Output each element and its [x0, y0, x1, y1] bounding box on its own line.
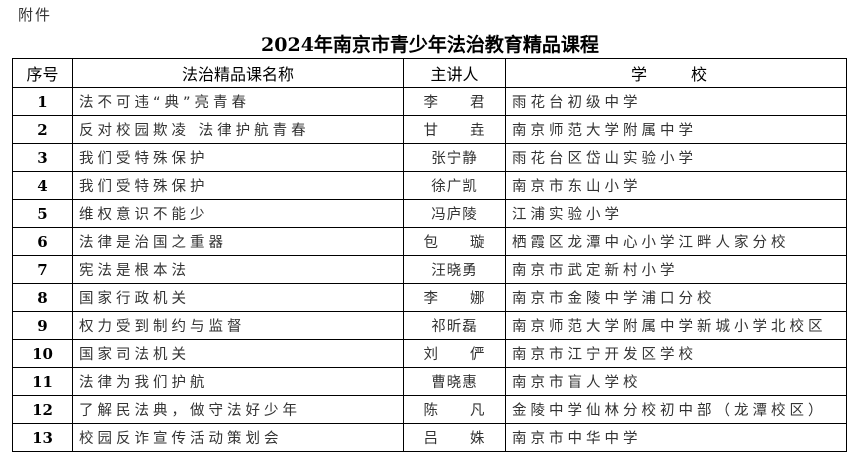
- school-name: 南京师范大学附属中学: [505, 115, 847, 144]
- lecturer-name: 祁昕磊: [403, 311, 506, 340]
- row-number: 4: [12, 171, 73, 200]
- table-row: 13 校园反诈宣传活动策划会吕 姝南京市中华中学: [12, 423, 847, 452]
- school-name: 栖霞区龙潭中心小学江畔人家分校: [505, 227, 847, 256]
- lecturer-name: 冯庐陵: [403, 199, 506, 228]
- course-name: 了解民法典，做守法好少年: [72, 395, 404, 424]
- lecturer-name: 甘 垚: [403, 115, 506, 144]
- table-row: 10 国家司法机关刘 俨南京市江宁开发区学校: [12, 339, 847, 368]
- row-number: 12: [12, 395, 73, 424]
- row-number: 2: [12, 115, 73, 144]
- lecturer-name: 李 娜: [403, 283, 506, 312]
- lecturer-name: 徐广凯: [403, 171, 506, 200]
- table-row: 9 权力受到制约与监督 祁昕磊 南京师范大学附属中学新城小学北校区: [12, 311, 847, 340]
- course-table: 序号 法治精品课名称 主讲人 学 校 1 法不可违“典”亮青春李 君雨花台初级中学…: [12, 58, 847, 452]
- school-name: 南京市中华中学: [505, 423, 847, 452]
- row-number: 11: [12, 367, 73, 396]
- table-row: 11 法律为我们护航 曹晓惠 南京市盲人学校: [12, 367, 847, 396]
- table-row: 7 宪法是根本法 汪晓勇 南京市武定新村小学: [12, 255, 847, 284]
- school-name: 南京师范大学附属中学新城小学北校区: [505, 311, 847, 340]
- course-name: 法不可违“典”亮青春: [72, 87, 404, 116]
- lecturer-name: 刘 俨: [403, 339, 506, 368]
- row-number: 13: [12, 423, 73, 452]
- course-name: 校园反诈宣传活动策划会: [72, 423, 404, 452]
- table-row: 6 法律是治国之重器包 璇栖霞区龙潭中心小学江畔人家分校: [12, 227, 847, 256]
- course-name: 我们受特殊保护: [72, 143, 404, 172]
- school-name: 江浦实验小学: [505, 199, 847, 228]
- lecturer-name: 汪晓勇: [403, 255, 506, 284]
- table-row: 2 反对校园欺凌 法律护航青春甘 垚南京师范大学附属中学: [12, 115, 847, 144]
- course-name: 权力受到制约与监督: [72, 311, 404, 340]
- table-row: 12 了解民法典，做守法好少年陈 凡金陵中学仙林分校初中部（龙潭校区）: [12, 395, 847, 424]
- lecturer-name: 包 璇: [403, 227, 506, 256]
- row-number: 7: [12, 255, 73, 284]
- attachment-label: 附件: [18, 6, 53, 24]
- school-name: 南京市江宁开发区学校: [505, 339, 847, 368]
- course-name: 法律是治国之重器: [72, 227, 404, 256]
- row-number: 5: [12, 199, 73, 228]
- row-number: 6: [12, 227, 73, 256]
- row-number: 3: [12, 143, 73, 172]
- header-school: 学 校: [505, 58, 847, 88]
- course-name: 维权意识不能少: [72, 199, 404, 228]
- school-name: 南京市东山小学: [505, 171, 847, 200]
- header-lecturer: 主讲人: [403, 58, 506, 88]
- table-header-row: 序号 法治精品课名称 主讲人 学 校: [12, 58, 847, 88]
- row-number: 9: [12, 311, 73, 340]
- lecturer-name: 张宁静: [403, 143, 506, 172]
- course-name: 我们受特殊保护: [72, 171, 404, 200]
- school-name: 南京市武定新村小学: [505, 255, 847, 284]
- course-name: 反对校园欺凌 法律护航青春: [72, 115, 404, 144]
- table-row: 1 法不可违“典”亮青春李 君雨花台初级中学: [12, 87, 847, 116]
- row-number: 1: [12, 87, 73, 116]
- course-name: 国家司法机关: [72, 339, 404, 368]
- table-row: 3 我们受特殊保护 张宁静 雨花台区岱山实验小学: [12, 143, 847, 172]
- school-name: 雨花台区岱山实验小学: [505, 143, 847, 172]
- document-title: 2024年南京市青少年法治教育精品课程: [261, 34, 599, 56]
- school-name: 南京市盲人学校: [505, 367, 847, 396]
- table-row: 5 维权意识不能少 冯庐陵 江浦实验小学: [12, 199, 847, 228]
- table-row: 4 我们受特殊保护 徐广凯 南京市东山小学: [12, 171, 847, 200]
- school-name: 金陵中学仙林分校初中部（龙潭校区）: [505, 395, 847, 424]
- course-name: 宪法是根本法: [72, 255, 404, 284]
- lecturer-name: 吕 姝: [403, 423, 506, 452]
- header-no: 序号: [12, 58, 73, 88]
- school-name: 南京市金陵中学浦口分校: [505, 283, 847, 312]
- lecturer-name: 曹晓惠: [403, 367, 506, 396]
- lecturer-name: 陈 凡: [403, 395, 506, 424]
- school-name: 雨花台初级中学: [505, 87, 847, 116]
- course-name: 法律为我们护航: [72, 367, 404, 396]
- lecturer-name: 李 君: [403, 87, 506, 116]
- course-name: 国家行政机关: [72, 283, 404, 312]
- table-row: 8 国家行政机关李 娜南京市金陵中学浦口分校: [12, 283, 847, 312]
- header-course: 法治精品课名称: [72, 58, 404, 88]
- row-number: 10: [12, 339, 73, 368]
- row-number: 8: [12, 283, 73, 312]
